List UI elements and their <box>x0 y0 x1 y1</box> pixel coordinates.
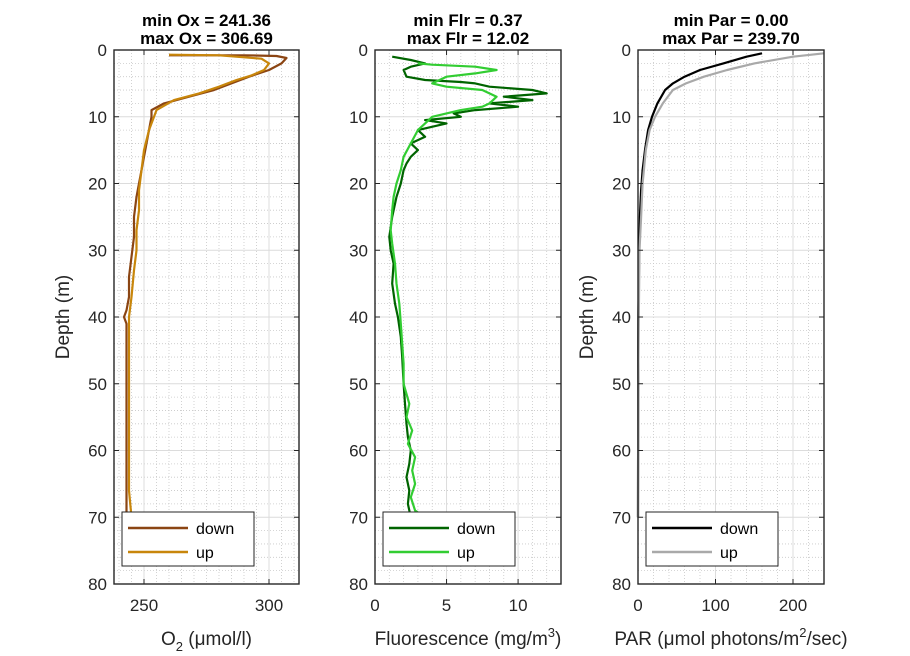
y-tick-label: 30 <box>349 241 368 260</box>
x-axis-label-main: PAR (μmol photons/m <box>614 629 799 650</box>
legend-label-down: down <box>196 521 234 538</box>
legend: down up <box>382 511 516 567</box>
y-tick-label: 30 <box>612 241 631 260</box>
y-axis-label: Depth (m) <box>53 275 74 359</box>
x-tick-label: 0 <box>633 596 642 615</box>
y-axis-label: Depth (m) <box>577 275 598 359</box>
x-tick-label: 5 <box>442 596 451 615</box>
x-axis-label: O2 (μmol/l) <box>161 629 252 654</box>
legend-box <box>645 511 779 567</box>
grid <box>637 49 825 585</box>
x-axis-label-sup: 2 <box>799 625 806 640</box>
y-tick-label: 30 <box>88 241 107 260</box>
series-line-down <box>388 55 548 518</box>
legend-label-up: up <box>720 545 738 562</box>
y-tick-label: 20 <box>88 175 107 194</box>
y-tick-label: 20 <box>612 175 631 194</box>
x-axis-label-sub: 2 <box>176 639 183 654</box>
y-tick-label: 70 <box>349 508 368 527</box>
panel-title-line: max Ox = 306.69 <box>140 29 273 48</box>
x-tick-label: 100 <box>701 596 729 615</box>
y-tick-label: 50 <box>349 375 368 394</box>
y-tick-label: 40 <box>88 308 107 327</box>
y-tick-label: 50 <box>88 375 107 394</box>
legend-label-up: up <box>196 545 214 562</box>
y-tick-label: 60 <box>349 442 368 461</box>
legend-box <box>121 511 255 567</box>
series-line-up <box>389 62 498 519</box>
series-line-up <box>127 53 271 518</box>
x-axis-label-tail: ) <box>555 629 561 650</box>
x-tick-label: 0 <box>370 596 379 615</box>
x-axis-label-main: Fluorescence (mg/m <box>375 629 548 650</box>
x-tick-label: 300 <box>255 596 283 615</box>
x-tick-label: 10 <box>509 596 528 615</box>
legend: down up <box>121 511 255 567</box>
legend-label-down: down <box>457 521 495 538</box>
x-axis-label: PAR (μmol photons/m2/sec) <box>614 625 847 650</box>
y-tick-label: 10 <box>349 108 368 127</box>
y-tick-label: 10 <box>88 108 107 127</box>
y-tick-label: 60 <box>88 442 107 461</box>
legend-label-up: up <box>457 545 475 562</box>
y-tick-label: 80 <box>349 575 368 594</box>
legend-label-down: down <box>720 521 758 538</box>
y-tick-label: 60 <box>612 442 631 461</box>
y-tick-label: 70 <box>88 508 107 527</box>
panel-title-line: min Flr = 0.37 <box>413 11 522 30</box>
y-tick-label: 0 <box>359 41 368 60</box>
y-tick-label: 50 <box>612 375 631 394</box>
x-axis-label: Fluorescence (mg/m3) <box>375 625 562 650</box>
y-tick-label: 0 <box>622 41 631 60</box>
y-tick-label: 0 <box>98 41 107 60</box>
x-tick-label: 250 <box>130 596 158 615</box>
panel-title-line: min Par = 0.00 <box>674 11 789 30</box>
panel-1: 0 10 20 30 40 50 60 70 80 250 300 min Ox = 241.36ma… <box>53 11 300 654</box>
panel-title-line: max Par = 239.70 <box>662 29 800 48</box>
y-tick-label: 40 <box>612 308 631 327</box>
y-tick-label: 10 <box>612 108 631 127</box>
series-line-up <box>636 52 825 518</box>
x-axis-label-main: O <box>161 629 176 650</box>
x-axis-label-tail: (μmol/l) <box>183 629 252 650</box>
y-tick-label: 20 <box>349 175 368 194</box>
y-tick-label: 80 <box>612 575 631 594</box>
x-tick-label: 200 <box>779 596 807 615</box>
legend: down up <box>645 511 779 567</box>
y-tick-label: 70 <box>612 508 631 527</box>
x-axis-label-tail: /sec) <box>806 629 847 650</box>
x-axis-label-sup: 3 <box>548 625 555 640</box>
legend-box <box>382 511 516 567</box>
panel-title-line: max Flr = 12.02 <box>407 29 529 48</box>
y-tick-label: 40 <box>349 308 368 327</box>
panel-title-line: min Ox = 241.36 <box>142 11 271 30</box>
y-tick-label: 80 <box>88 575 107 594</box>
